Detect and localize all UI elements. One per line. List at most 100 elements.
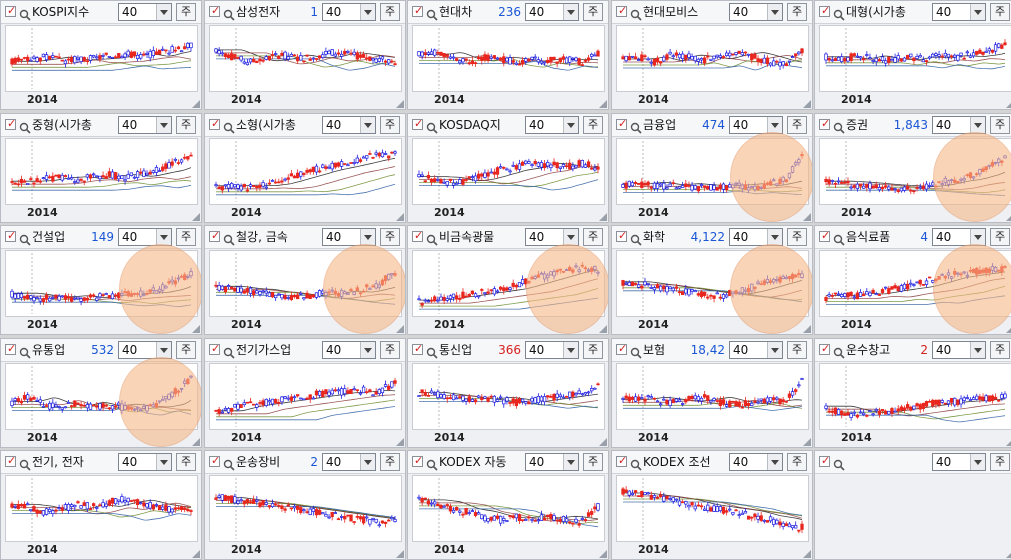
resize-grip-icon[interactable]	[1006, 213, 1011, 221]
chart-panel[interactable]: ✓ 전기가스업 40 주 2014	[204, 338, 406, 448]
search-icon[interactable]	[19, 119, 31, 134]
chart-panel[interactable]: ✓ 유통업 532 40 주 2014	[0, 338, 202, 448]
period-unit-button[interactable]: 주	[176, 341, 196, 359]
select-checkbox[interactable]: ✓	[412, 117, 423, 130]
chevron-down-icon[interactable]	[767, 4, 782, 20]
select-checkbox[interactable]: ✓	[819, 117, 830, 130]
select-checkbox[interactable]: ✓	[412, 229, 423, 242]
select-checkbox[interactable]: ✓	[209, 342, 220, 355]
period-unit-button[interactable]: 주	[380, 341, 400, 359]
select-checkbox[interactable]: ✓	[819, 342, 830, 355]
resize-grip-icon[interactable]	[803, 100, 811, 108]
period-unit-button[interactable]: 주	[990, 228, 1010, 246]
search-icon[interactable]	[19, 344, 31, 359]
chevron-down-icon[interactable]	[156, 117, 171, 133]
chevron-down-icon[interactable]	[156, 229, 171, 245]
chart-panel[interactable]: ✓ KOSDAQ지 40 주 2014	[407, 113, 609, 223]
select-checkbox[interactable]: ✓	[616, 117, 627, 130]
resize-grip-icon[interactable]	[396, 213, 404, 221]
select-checkbox[interactable]: ✓	[5, 454, 16, 467]
resize-grip-icon[interactable]	[599, 550, 607, 558]
select-checkbox[interactable]: ✓	[209, 229, 220, 242]
period-unit-button[interactable]: 주	[990, 341, 1010, 359]
chart-panel[interactable]: ✓ 현대모비스 40 주 2014	[611, 0, 813, 110]
period-select[interactable]: 40	[729, 3, 783, 21]
select-checkbox[interactable]: ✓	[209, 4, 220, 17]
period-select[interactable]: 40	[322, 341, 376, 359]
chart-panel[interactable]: ✓ 삼성전자 1 40 주 2014	[204, 0, 406, 110]
period-unit-button[interactable]: 주	[176, 3, 196, 21]
period-select[interactable]: 40	[322, 228, 376, 246]
period-unit-button[interactable]: 주	[583, 3, 603, 21]
search-icon[interactable]	[426, 344, 438, 359]
search-icon[interactable]	[630, 344, 642, 359]
chevron-down-icon[interactable]	[156, 342, 171, 358]
period-select[interactable]: 40	[729, 116, 783, 134]
resize-grip-icon[interactable]	[192, 550, 200, 558]
chart-panel[interactable]: ✓ 40 주	[814, 450, 1011, 560]
search-icon[interactable]	[19, 6, 31, 21]
period-select[interactable]: 40	[932, 116, 986, 134]
chevron-down-icon[interactable]	[970, 454, 985, 470]
select-checkbox[interactable]: ✓	[412, 342, 423, 355]
chart-panel[interactable]: ✓ 철강, 금속 40 주 2014	[204, 225, 406, 335]
chart-panel[interactable]: ✓ 운송장비 2 40 주 2014	[204, 450, 406, 560]
period-select[interactable]: 40	[525, 453, 579, 471]
period-select[interactable]: 40	[118, 453, 172, 471]
chevron-down-icon[interactable]	[360, 117, 375, 133]
period-unit-button[interactable]: 주	[176, 453, 196, 471]
resize-grip-icon[interactable]	[396, 325, 404, 333]
select-checkbox[interactable]: ✓	[412, 454, 423, 467]
chevron-down-icon[interactable]	[767, 342, 782, 358]
period-select[interactable]: 40	[525, 341, 579, 359]
period-unit-button[interactable]: 주	[380, 228, 400, 246]
resize-grip-icon[interactable]	[803, 438, 811, 446]
resize-grip-icon[interactable]	[599, 325, 607, 333]
select-checkbox[interactable]: ✓	[819, 454, 830, 467]
resize-grip-icon[interactable]	[803, 550, 811, 558]
chevron-down-icon[interactable]	[767, 117, 782, 133]
select-checkbox[interactable]: ✓	[616, 229, 627, 242]
chart-panel[interactable]: ✓ 화학 4,122 40 주 2014	[611, 225, 813, 335]
period-unit-button[interactable]: 주	[787, 453, 807, 471]
chevron-down-icon[interactable]	[563, 117, 578, 133]
chevron-down-icon[interactable]	[767, 454, 782, 470]
search-icon[interactable]	[223, 344, 235, 359]
select-checkbox[interactable]: ✓	[819, 4, 830, 17]
chevron-down-icon[interactable]	[970, 342, 985, 358]
chart-panel[interactable]: ✓ 건설업 149 40 주 2014	[0, 225, 202, 335]
resize-grip-icon[interactable]	[1006, 100, 1011, 108]
period-unit-button[interactable]: 주	[380, 453, 400, 471]
chevron-down-icon[interactable]	[563, 342, 578, 358]
select-checkbox[interactable]: ✓	[5, 117, 16, 130]
resize-grip-icon[interactable]	[192, 325, 200, 333]
search-icon[interactable]	[426, 6, 438, 21]
period-select[interactable]: 40	[525, 116, 579, 134]
period-unit-button[interactable]: 주	[787, 116, 807, 134]
period-unit-button[interactable]: 주	[176, 228, 196, 246]
resize-grip-icon[interactable]	[599, 438, 607, 446]
search-icon[interactable]	[223, 456, 235, 471]
select-checkbox[interactable]: ✓	[819, 229, 830, 242]
search-icon[interactable]	[426, 119, 438, 134]
search-icon[interactable]	[426, 231, 438, 246]
period-select[interactable]: 40	[932, 453, 986, 471]
chart-panel[interactable]: ✓ KOSPI지수 40 주 2014	[0, 0, 202, 110]
select-checkbox[interactable]: ✓	[5, 342, 16, 355]
chevron-down-icon[interactable]	[563, 454, 578, 470]
chart-panel[interactable]: ✓ KODEX 조선 40 주 2014	[611, 450, 813, 560]
period-select[interactable]: 40	[322, 116, 376, 134]
period-select[interactable]: 40	[525, 228, 579, 246]
search-icon[interactable]	[630, 6, 642, 21]
chart-panel[interactable]: ✓ 음식료품 4 40 주 2014	[814, 225, 1011, 335]
search-icon[interactable]	[833, 119, 845, 134]
select-checkbox[interactable]: ✓	[5, 229, 16, 242]
resize-grip-icon[interactable]	[192, 100, 200, 108]
search-icon[interactable]	[833, 344, 845, 359]
resize-grip-icon[interactable]	[599, 213, 607, 221]
search-icon[interactable]	[630, 456, 642, 471]
select-checkbox[interactable]: ✓	[412, 4, 423, 17]
chevron-down-icon[interactable]	[360, 4, 375, 20]
resize-grip-icon[interactable]	[803, 213, 811, 221]
period-select[interactable]: 40	[729, 228, 783, 246]
